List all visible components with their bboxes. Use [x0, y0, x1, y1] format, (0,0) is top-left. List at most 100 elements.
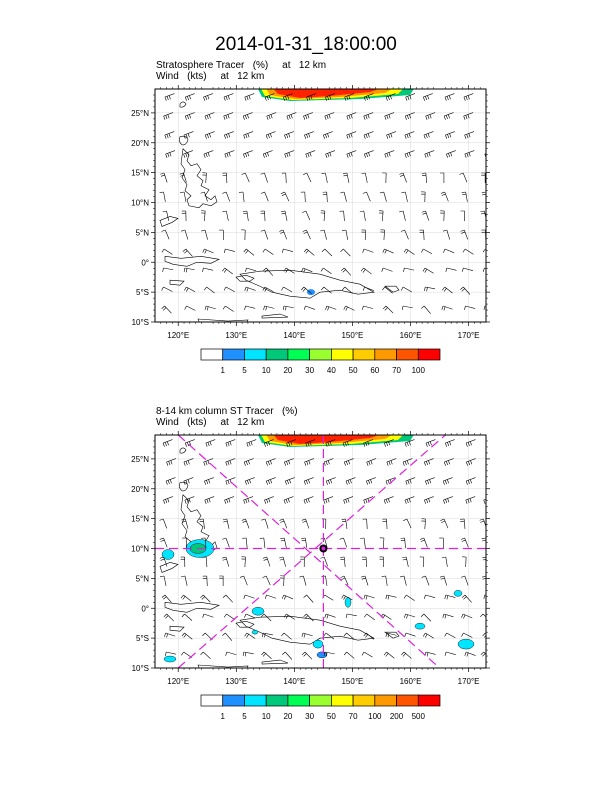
lon-label: 140°E	[283, 331, 305, 340]
wind-barb	[400, 575, 407, 586]
wind-barb	[481, 191, 486, 196]
wind-barb	[325, 150, 336, 158]
colorbar-box	[417, 694, 441, 707]
wind-barb	[445, 439, 455, 447]
panel1-title: Stratosphere Tracer (%) at 12 km Wind (k…	[156, 60, 326, 82]
wind-barb	[162, 267, 174, 272]
wind-barb	[263, 267, 274, 276]
wind-barb	[483, 305, 486, 310]
wind-barb	[460, 518, 466, 529]
wind-barb	[200, 594, 211, 603]
wind-barb	[363, 496, 374, 504]
wind-barb	[461, 632, 473, 638]
wind-barb	[224, 613, 235, 620]
wind-barb	[284, 477, 295, 485]
wind-barb	[487, 459, 496, 466]
panel2-title-line2: Wind (kts) at 12 km	[156, 417, 265, 428]
wind-barb	[223, 286, 235, 293]
wind-barb	[424, 651, 436, 657]
wind-barb	[485, 288, 486, 291]
wind-barb	[403, 594, 415, 601]
wind-barb	[224, 150, 235, 158]
lat-label: 5°S	[136, 288, 149, 297]
wind-barb	[303, 594, 314, 603]
wind-barb	[244, 613, 256, 619]
wind-barb	[243, 248, 255, 256]
wind-barb	[225, 477, 236, 485]
wind-barb	[165, 150, 176, 158]
wind-barb	[361, 651, 373, 658]
wind-barb	[359, 210, 366, 221]
wind-barb	[182, 248, 193, 257]
colorbar-label: 40	[327, 366, 336, 375]
wind-barb	[281, 632, 292, 640]
lat-label: 0°	[141, 258, 149, 267]
wind-barb	[419, 229, 425, 241]
wind-barb	[182, 537, 187, 549]
wind-barb	[403, 518, 412, 529]
wind-barb	[399, 210, 406, 221]
wind-barb	[403, 248, 415, 255]
colorbar-box	[309, 348, 332, 361]
wind-barb	[262, 556, 271, 567]
colorbar-label: 70	[349, 712, 358, 721]
cross-section-line	[177, 435, 440, 668]
wind-barb	[382, 286, 393, 294]
colorbar-label: 10	[262, 366, 271, 375]
wind-barb	[480, 613, 486, 618]
wind-barb	[224, 131, 234, 139]
wind-barb	[383, 496, 394, 504]
lat-label: 25°N	[131, 109, 149, 118]
wind-barb	[262, 248, 274, 255]
wind-barb	[259, 537, 266, 548]
wind-barb	[362, 556, 367, 568]
wind-barb	[439, 575, 448, 586]
wind-barb	[303, 613, 314, 622]
wind-barb	[461, 594, 472, 603]
wind-barb	[420, 613, 432, 622]
wind-barb	[300, 191, 306, 203]
lat-label: 20°N	[131, 485, 149, 494]
wind-barb	[300, 556, 305, 568]
wind-barb	[202, 556, 208, 567]
colorbar: 1 5 10 20 30 50 70 100 200 500	[200, 694, 441, 721]
wind-barb	[238, 191, 245, 202]
wind-barb	[459, 172, 468, 183]
colorbar-label: 60	[370, 366, 379, 375]
wind-barb	[481, 537, 486, 542]
wind-barb	[161, 248, 173, 255]
wind-barb	[385, 594, 397, 600]
lon-label: 120°E	[167, 331, 189, 340]
wind-barb	[301, 267, 313, 273]
wind-barb	[264, 594, 277, 599]
wind-barb	[242, 537, 248, 548]
wind-barb	[301, 651, 313, 660]
wind-barb	[304, 458, 315, 466]
wind-barb	[281, 210, 288, 221]
wind-barb	[242, 651, 254, 657]
wind-barb	[242, 210, 249, 221]
wind-barb	[381, 267, 393, 272]
wind-barb	[400, 229, 409, 240]
wind-barb	[244, 477, 255, 485]
wind-barb	[302, 210, 311, 221]
wind-barb	[400, 286, 412, 293]
wind-barb	[243, 496, 254, 504]
wind-barb	[341, 518, 348, 529]
wind-barb	[461, 613, 473, 619]
tracer-plume	[273, 89, 379, 98]
wind-barb	[161, 286, 173, 292]
wind-barb	[443, 112, 454, 120]
wind-barb	[423, 131, 434, 139]
wind-barb	[421, 191, 426, 203]
wind-barb	[160, 575, 167, 586]
wind-barb	[283, 93, 293, 101]
wind-barb	[303, 172, 312, 183]
wind-barb	[281, 594, 294, 600]
wind-barb	[204, 496, 215, 504]
lat-label: 0°	[141, 604, 149, 613]
wind-barb	[282, 651, 293, 660]
wind-barb	[382, 305, 394, 314]
wind-barb	[441, 305, 453, 311]
